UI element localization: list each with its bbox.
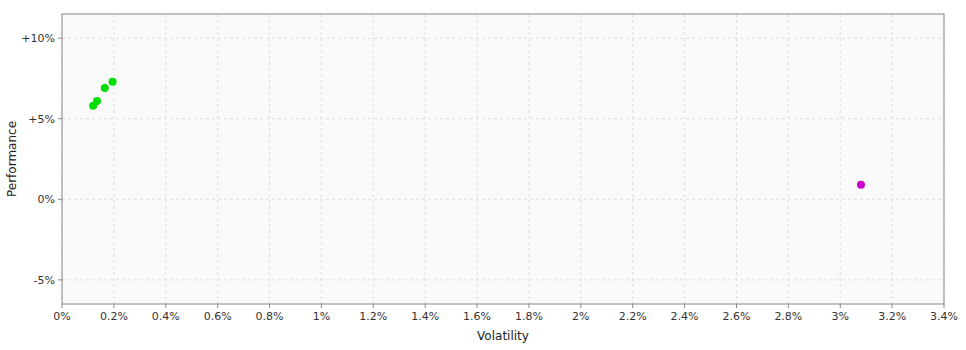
x-tick-label: 1.6% (463, 310, 491, 323)
x-grid-line (528, 14, 529, 304)
x-tick (736, 304, 737, 308)
x-grid-line (269, 14, 270, 304)
x-grid-line (788, 14, 789, 304)
x-grid-line (165, 14, 166, 304)
x-grid-line (477, 14, 478, 304)
y-tick-labels: -5% 0% +5% +10% (21, 32, 62, 287)
point (89, 102, 97, 110)
x-grid-line (632, 14, 633, 304)
x-tick-labels: 0% 0.2% 0.4% 0.6% 0.8% 1% 1.2% 1.4% 1.6% 1.8% 2% 2.… (53, 304, 958, 323)
series (89, 78, 116, 110)
point (109, 78, 117, 86)
point (101, 84, 109, 92)
x-tick-label: 3% (832, 310, 849, 323)
x-tick (632, 304, 633, 308)
x-tick (165, 304, 166, 308)
y-tick-label: +5% (28, 113, 55, 126)
x-grid-line (736, 14, 737, 304)
x-tick (217, 304, 218, 308)
x-tick-label: 0.4% (152, 310, 180, 323)
x-tick (944, 304, 945, 308)
x-grid-line (321, 14, 322, 304)
x-tick-label: 0.6% (204, 310, 232, 323)
x-grid-line (892, 14, 893, 304)
y-tick (58, 199, 62, 200)
y-grid-line (62, 199, 944, 200)
x-axis-label: Volatility (477, 329, 529, 343)
y-grid-line (62, 279, 944, 280)
points (89, 78, 865, 189)
x-tick-label: 2% (572, 310, 589, 323)
plot-background (62, 14, 944, 304)
x-tick-label: 2.8% (774, 310, 802, 323)
x-tick-label: 2.6% (722, 310, 750, 323)
x-tick (528, 304, 529, 308)
y-tick-label: +10% (21, 32, 55, 45)
x-tick (425, 304, 426, 308)
x-tick (840, 304, 841, 308)
x-grid-line (217, 14, 218, 304)
x-grid-line (684, 14, 685, 304)
x-tick-label: 3.4% (930, 310, 958, 323)
series (857, 181, 865, 189)
y-tick-label: -5% (34, 274, 55, 287)
x-tick (269, 304, 270, 308)
x-tick (113, 304, 114, 308)
y-grid-line (62, 38, 944, 39)
x-tick-label: 0.8% (256, 310, 284, 323)
x-tick-label: 1% (313, 310, 330, 323)
x-tick (892, 304, 893, 308)
x-tick-label: 3.2% (878, 310, 906, 323)
y-grid-line (62, 118, 944, 119)
point (857, 181, 865, 189)
x-tick (477, 304, 478, 308)
y-tick (58, 38, 62, 39)
x-tick-label: 1.4% (411, 310, 439, 323)
grid (62, 14, 944, 304)
x-tick-label: 1.8% (515, 310, 543, 323)
x-grid-line (425, 14, 426, 304)
y-tick (58, 279, 62, 280)
y-axis-label: Performance (5, 121, 19, 197)
plot-frame (62, 14, 944, 304)
chart: 0% 0.2% 0.4% 0.6% 0.8% 1% 1.2% 1.4% 1.6% 1.8% 2% 2.… (0, 0, 966, 350)
x-grid-line (580, 14, 581, 304)
x-tick-label: 2.2% (619, 310, 647, 323)
x-tick-label: 2.4% (671, 310, 699, 323)
x-tick (62, 304, 63, 308)
x-grid-line (840, 14, 841, 304)
x-grid-line (113, 14, 114, 304)
x-grid-line (373, 14, 374, 304)
x-tick-label: 0% (53, 310, 70, 323)
x-tick (580, 304, 581, 308)
y-tick (58, 118, 62, 119)
x-tick (373, 304, 374, 308)
x-tick-label: 0.2% (100, 310, 128, 323)
x-tick (321, 304, 322, 308)
x-tick (788, 304, 789, 308)
y-tick-label: 0% (38, 193, 55, 206)
x-tick (684, 304, 685, 308)
x-tick-label: 1.2% (359, 310, 387, 323)
